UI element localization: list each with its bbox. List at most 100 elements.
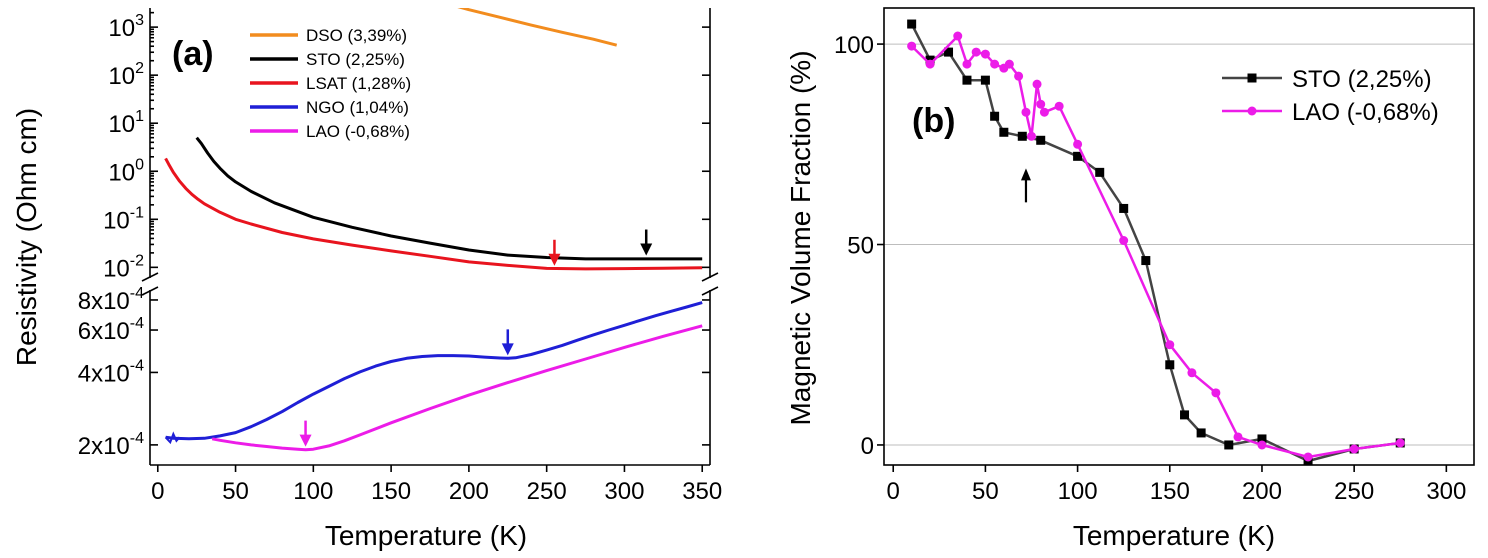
panel-b-chart: 0 50 100 150 200 250 300 0 50 100 STO (2,25%) LAO … <box>785 7 1475 551</box>
series-b-1-point <box>962 59 972 69</box>
series-b-1-point <box>990 59 1000 69</box>
panel-a-y-tick-label-base: 10 <box>103 207 130 234</box>
panel-a-y-tick-label: 10-1 <box>103 204 144 234</box>
panel-a-x-tick-label: 250 <box>527 478 567 505</box>
panel-a-y-tick-label-exp: 2 <box>135 60 144 77</box>
series-b-1-point <box>1039 107 1049 117</box>
series-b-1-point <box>1233 432 1243 442</box>
panel-b-legend-marker-1 <box>1247 106 1257 116</box>
panel-a-y-tick-label-exp: 0 <box>135 156 144 173</box>
panel-a-legend-label-0: DSO (3,39%) <box>306 26 407 45</box>
panel-b-x-tick-label: 250 <box>1334 478 1374 505</box>
panel-b-frame <box>883 7 1475 466</box>
series-b-0-point <box>1196 428 1206 438</box>
series-b-1-point <box>1119 236 1129 246</box>
panel-a-y-tick-label-base: 2x10 <box>78 433 130 460</box>
series-b-0-point <box>1119 203 1129 213</box>
series-b-1-point <box>1021 107 1031 117</box>
panel-b-x-tick-label: 150 <box>1150 478 1190 505</box>
panel-b-y-tick-label: 50 <box>847 233 874 260</box>
panel-a-x-tick-label: 300 <box>604 478 644 505</box>
series-b-1-point <box>1187 368 1197 378</box>
series-b-1-point <box>1004 59 1014 69</box>
panel-a-break-right-2 <box>701 286 719 296</box>
series-b-0-point <box>1073 151 1083 161</box>
panel-a-arrow-1-head <box>640 243 653 256</box>
panel-b-x-axis-title: Temperature (K) <box>1073 520 1275 551</box>
series-b-1-point <box>1073 139 1083 149</box>
panel-a-y-tick-label-base: 4x10 <box>78 360 130 387</box>
panel-a-y-tick-label-exp: -4 <box>130 357 144 374</box>
panel-a-y-tick-label-base: 10 <box>103 255 130 282</box>
series-b-1-point <box>971 47 981 57</box>
series-b-1-point <box>1165 340 1175 350</box>
panel-a-y-tick-label-exp: 3 <box>135 12 144 29</box>
panel-b-legend-label-0: STO (2,25%) <box>1292 66 1432 93</box>
series-b-1-point <box>1349 444 1359 454</box>
panel-b-legend: STO (2,25%) LAO (-0,68%) <box>1222 66 1439 126</box>
panel-a-y-tick-label-exp: -2 <box>130 252 144 269</box>
series-b-1-point <box>1395 438 1405 448</box>
panel-a-legend-label-2: LSAT (1,28%) <box>306 74 411 93</box>
panel-a-y-tick-label-exp: -1 <box>130 204 144 221</box>
series-b-1-point <box>925 59 935 69</box>
panel-a-y-tick-label-exp: -4 <box>130 285 144 302</box>
panel-a-x-tick-label: 200 <box>449 478 489 505</box>
series-b-0-point <box>1036 135 1046 145</box>
series-b-1-point <box>1211 388 1221 398</box>
panel-a-x-tick-label: 100 <box>293 478 333 505</box>
series-b-1-point <box>1054 101 1064 111</box>
panel-a-x-tick-label: 50 <box>222 478 249 505</box>
series-b-0-point <box>1017 131 1027 141</box>
series-b-1-point <box>1027 131 1036 141</box>
series-b-0-point <box>962 75 972 85</box>
panel-b-y-tick-label: 100 <box>834 32 874 59</box>
series-a-1-line <box>195 136 703 261</box>
series-a-0-line <box>457 8 618 47</box>
panel-a-y-tick-label-base: 6x10 <box>78 318 130 345</box>
series-a-2-line <box>164 157 703 271</box>
series-b-0-point <box>1257 434 1267 444</box>
panel-a-break-right-1 <box>701 272 719 282</box>
panel-a-x-axis-title: Temperature (K) <box>325 520 527 551</box>
panel-a-y-axis-title: Resistivity (Ohm cm) <box>11 108 42 366</box>
panel-a-y-tick-label-base: 10 <box>108 159 135 186</box>
panel-a-legend: DSO (3,39%) STO (2,25%) LSAT (1,28%) NGO (1… <box>250 26 411 141</box>
panel-a-legend-label-1: STO (2,25%) <box>306 50 405 69</box>
series-b-0-point <box>999 127 1009 137</box>
panel-a-label: (a) <box>172 35 214 73</box>
panel-a-y-tick-label-exp: -4 <box>130 430 144 447</box>
series-a-4-line <box>211 324 703 452</box>
panel-a-y-tick-label: 4x10-4 <box>78 357 144 387</box>
panel-b-arrow-0-head <box>1020 168 1031 181</box>
series-b-1-point <box>1032 79 1042 89</box>
panel-a-arrow-0-head <box>548 253 561 266</box>
panel-a-legend-label-4: LAO (-0,68%) <box>306 122 410 141</box>
series-a-3-line <box>165 301 703 441</box>
panel-a-arrow-3-head <box>299 434 312 447</box>
panel-a-y-tick-label: 8x10-4 <box>78 285 144 315</box>
panel-a-y-tick-label-base: 10 <box>108 15 135 42</box>
series-b-0-point <box>990 111 1000 121</box>
panel-a-y-tick-label: 102 <box>108 60 144 90</box>
panel-a-legend-label-3: NGO (1,04%) <box>306 98 409 117</box>
series-b-0-point <box>980 75 990 85</box>
panel-a-x-tick-label: 150 <box>371 478 411 505</box>
series-b-1-point <box>1257 440 1267 450</box>
panel-b-x-tick-label: 200 <box>1242 478 1282 505</box>
panel-a-arrow-2-head <box>501 343 514 356</box>
series-b-0-point <box>907 19 917 29</box>
series-b-0-point <box>1180 410 1190 420</box>
panel-a-y-tick-label: 101 <box>108 108 144 138</box>
panel-a-x-tick-label: 350 <box>682 478 722 505</box>
panel-a-y-tick-label-base: 10 <box>108 111 135 138</box>
panel-a-y-tick-label: 10-2 <box>103 252 144 282</box>
panel-a-y-tick-label: 2x10-4 <box>78 430 144 460</box>
panel-b-legend-label-1: LAO (-0,68%) <box>1292 99 1439 126</box>
panel-a-y-tick-label-exp: 1 <box>135 108 144 125</box>
series-a-ngo-noise <box>164 431 181 445</box>
series-b-0-point <box>1224 440 1234 450</box>
panel-a-break-left-2 <box>141 286 159 296</box>
panel-b-y-tick-label: 0 <box>861 433 874 460</box>
